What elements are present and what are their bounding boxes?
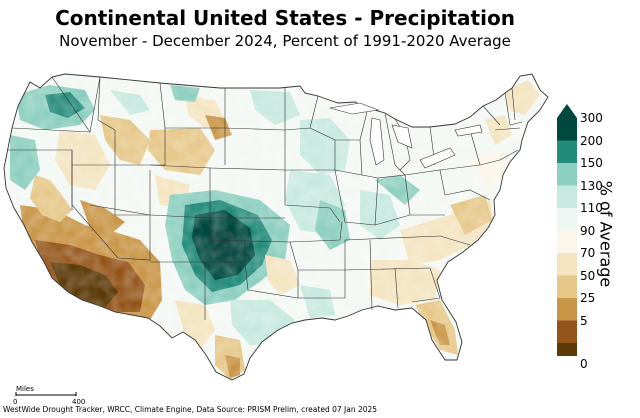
legend-label: 50 [580,268,596,283]
legend-label: 25 [580,291,596,305]
legend-swatch [557,208,577,231]
legend-label: 300 [580,111,603,125]
legend-swatch [557,140,577,163]
scale-bar-end: 400 [72,398,86,406]
legend-swatch [557,298,577,321]
data-credit: WestWide Drought Tracker, WRCC, Climate … [3,405,378,414]
great-lakes [329,102,483,169]
legend-swatch [557,343,577,356]
state-boundaries [3,73,549,381]
map-title: Continental United States - Precipitatio… [55,6,515,30]
legend-swatch [557,230,577,253]
scale-bar-unit: Miles [16,385,34,393]
legend-label: 200 [580,133,603,148]
legend-label: 150 [580,156,603,170]
precipitation-field [4,74,548,380]
legend-axis-label: % of Average [596,180,616,288]
legend-swatch [557,185,577,208]
legend-label: 90 [580,223,596,238]
scale-bar [15,392,77,396]
map-subtitle: November - December 2024, Percent of 199… [59,32,511,50]
legend-swatch [557,118,577,141]
legend-swatch [557,163,577,186]
legend-label: 5 [580,313,588,328]
legend-label: 130 [580,178,603,193]
legend-swatch [557,320,577,343]
precipitation-map [3,73,549,381]
legend-swatch [557,275,577,298]
legend-colorbar [557,104,577,356]
scale-bar-start: 0 [13,398,18,406]
legend-label: 110 [580,201,603,215]
color-legend: 300 200 150 130 110 90 70 50 25 5 0 [556,104,636,370]
legend-arrow-icon [557,104,577,118]
legend-label: 70 [580,246,596,260]
legend-swatch [557,253,577,276]
legend-label: 0 [580,356,588,371]
